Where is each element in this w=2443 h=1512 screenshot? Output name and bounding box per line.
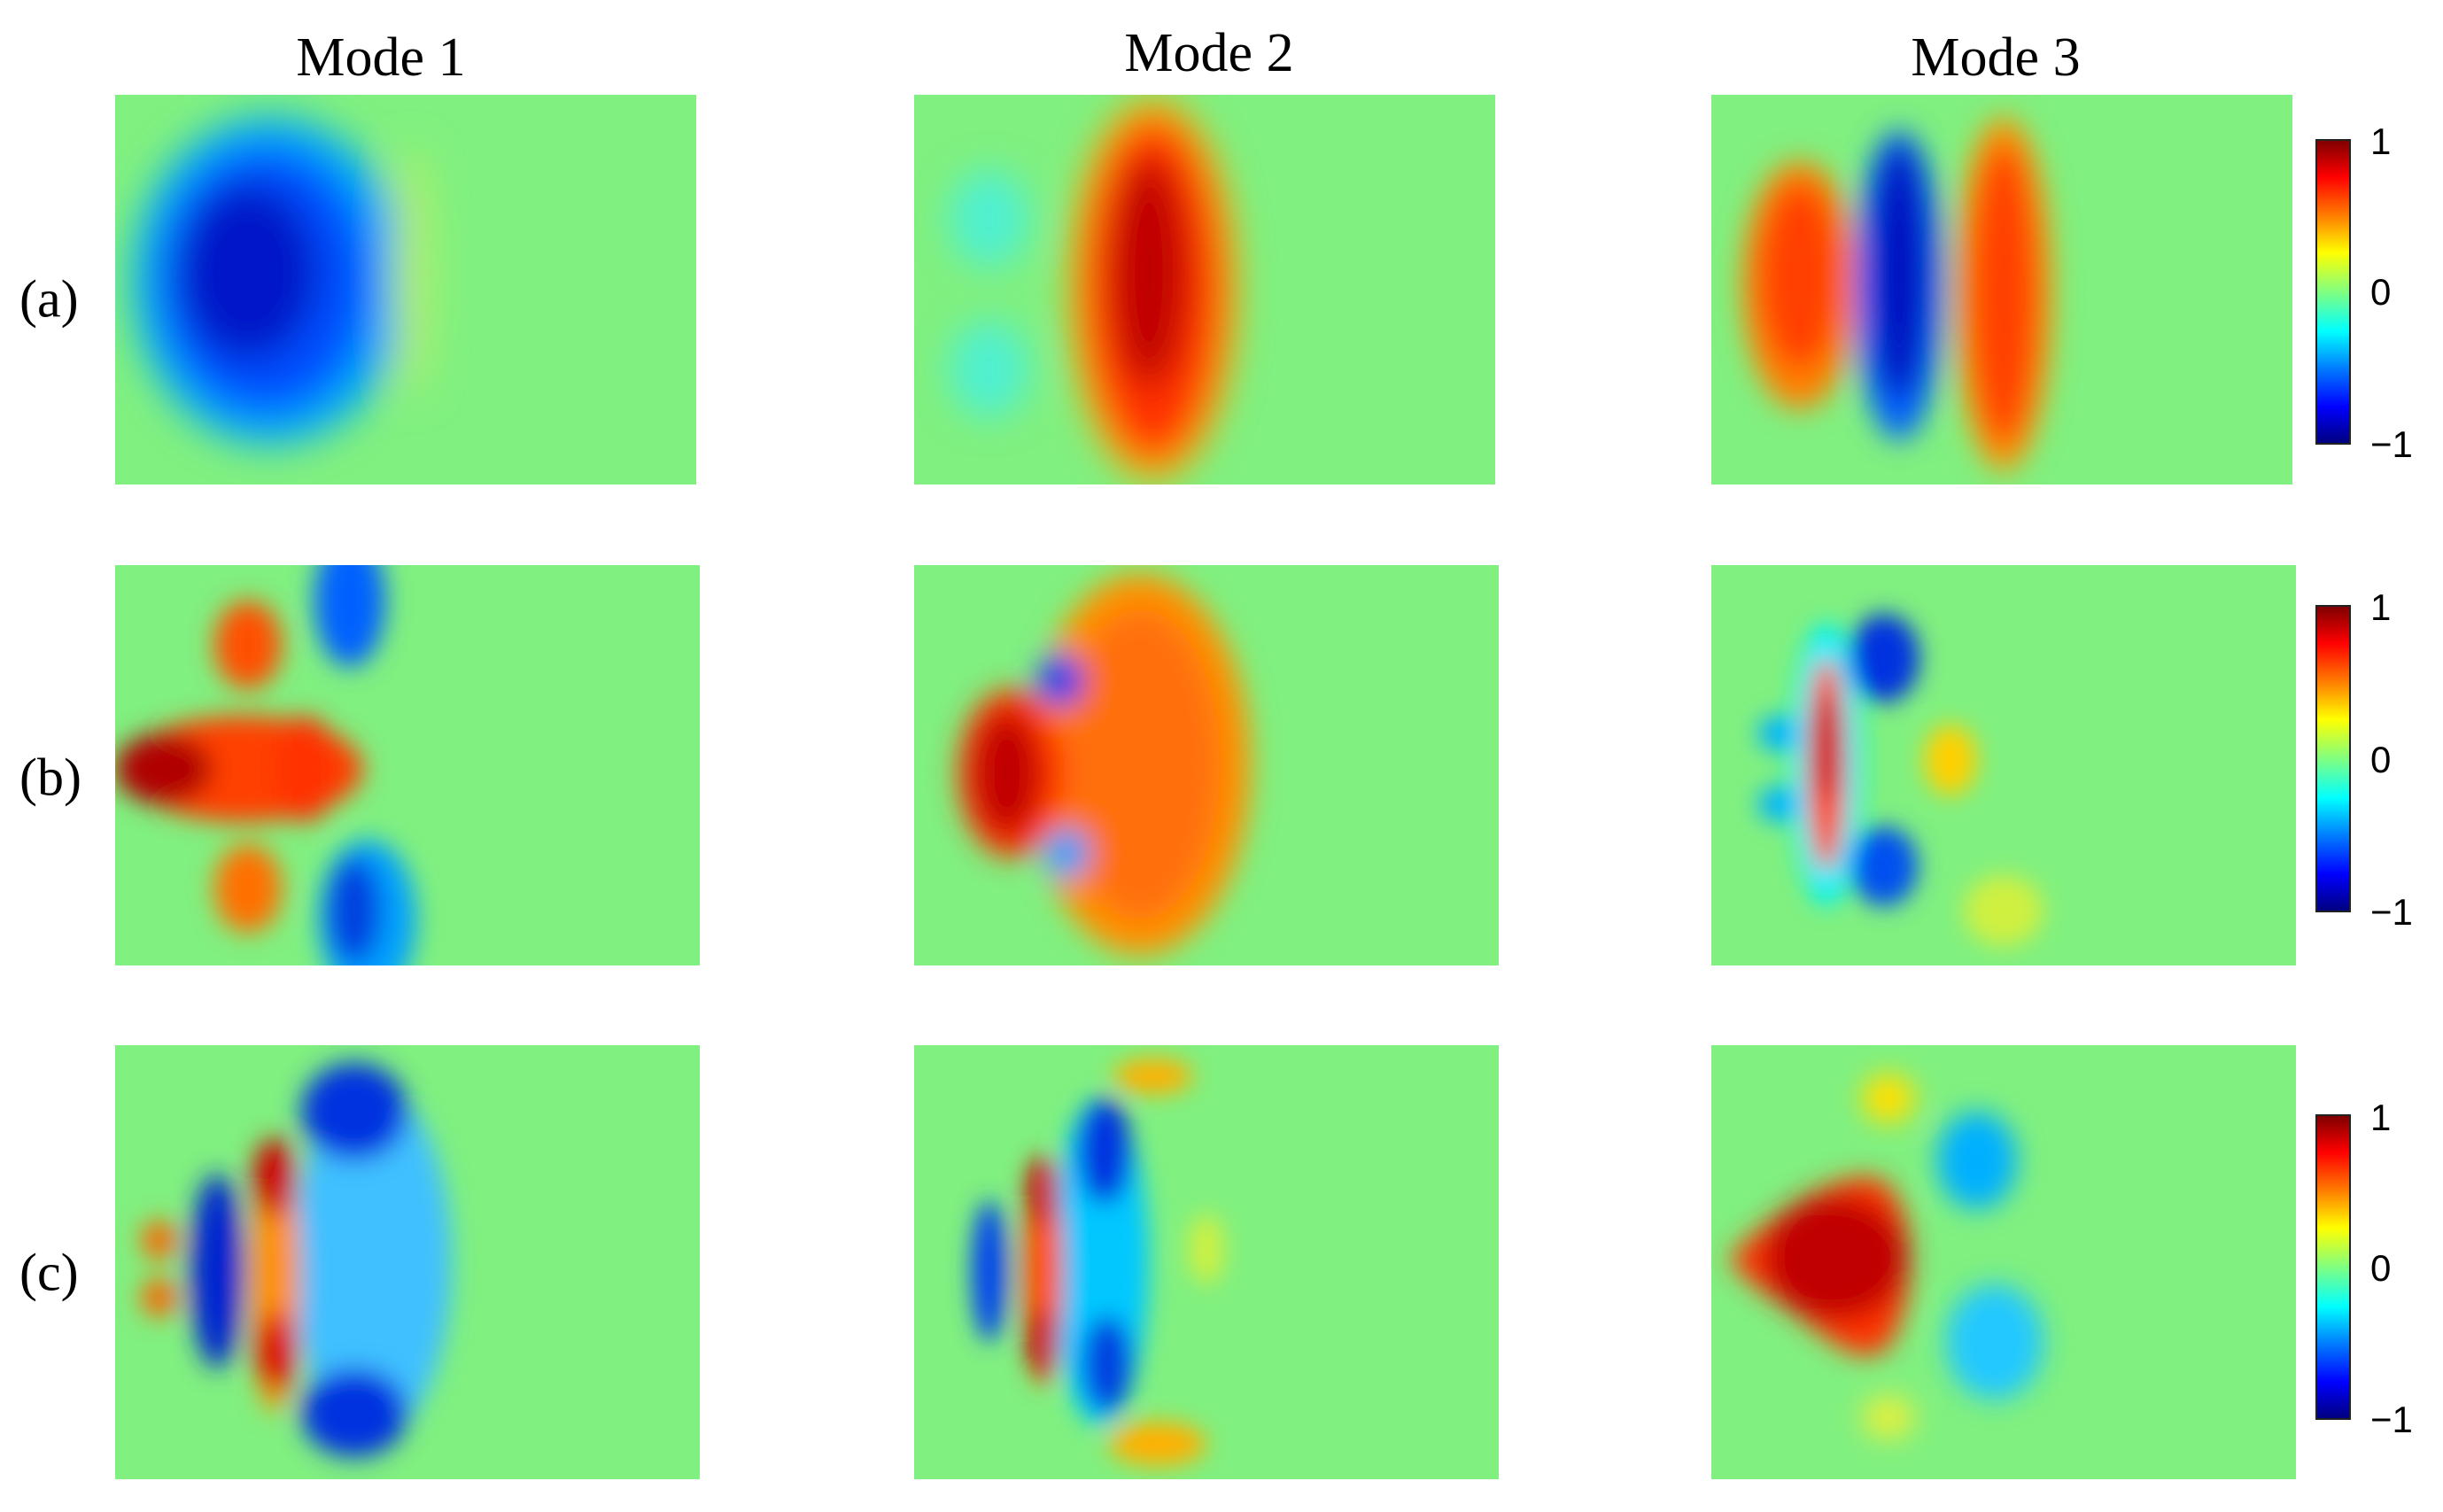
colorbar-row-a [2315, 139, 2351, 445]
panel-b-mode-1 [115, 565, 700, 965]
colorbar-a-tick-min: −1 [2370, 423, 2413, 465]
row-label-a: (a) [19, 269, 79, 329]
panel-a-mode-2 [914, 95, 1495, 485]
panel-a-mode-1 [115, 95, 696, 485]
panel-c-mode-2 [914, 1045, 1499, 1479]
panel-b-mode-2 [914, 565, 1499, 965]
panel-c-mode-1 [115, 1045, 700, 1479]
column-title-mode-1: Mode 1 [296, 27, 466, 88]
colorbar-row-b [2315, 605, 2351, 912]
column-title-mode-3: Mode 3 [1911, 27, 2081, 88]
column-title-mode-2: Mode 2 [1124, 23, 1294, 83]
colorbar-c-tick-min: −1 [2370, 1399, 2413, 1440]
colorbar-a-tick-max: 1 [2370, 120, 2392, 162]
colorbar-b-tick-min: −1 [2370, 891, 2413, 933]
colorbar-b-tick-max: 1 [2370, 586, 2392, 628]
colorbar-c-tick-zero: 0 [2370, 1247, 2392, 1289]
panel-a-mode-3 [1711, 95, 2292, 485]
panel-b-mode-3 [1711, 565, 2296, 965]
colorbar-a-tick-zero: 0 [2370, 271, 2392, 313]
colorbar-c-tick-max: 1 [2370, 1097, 2392, 1138]
row-label-c: (c) [19, 1243, 79, 1302]
panel-c-mode-3 [1711, 1045, 2296, 1479]
colorbar-b-tick-zero: 0 [2370, 739, 2392, 780]
row-label-b: (b) [19, 748, 81, 807]
colorbar-row-c [2315, 1114, 2351, 1420]
